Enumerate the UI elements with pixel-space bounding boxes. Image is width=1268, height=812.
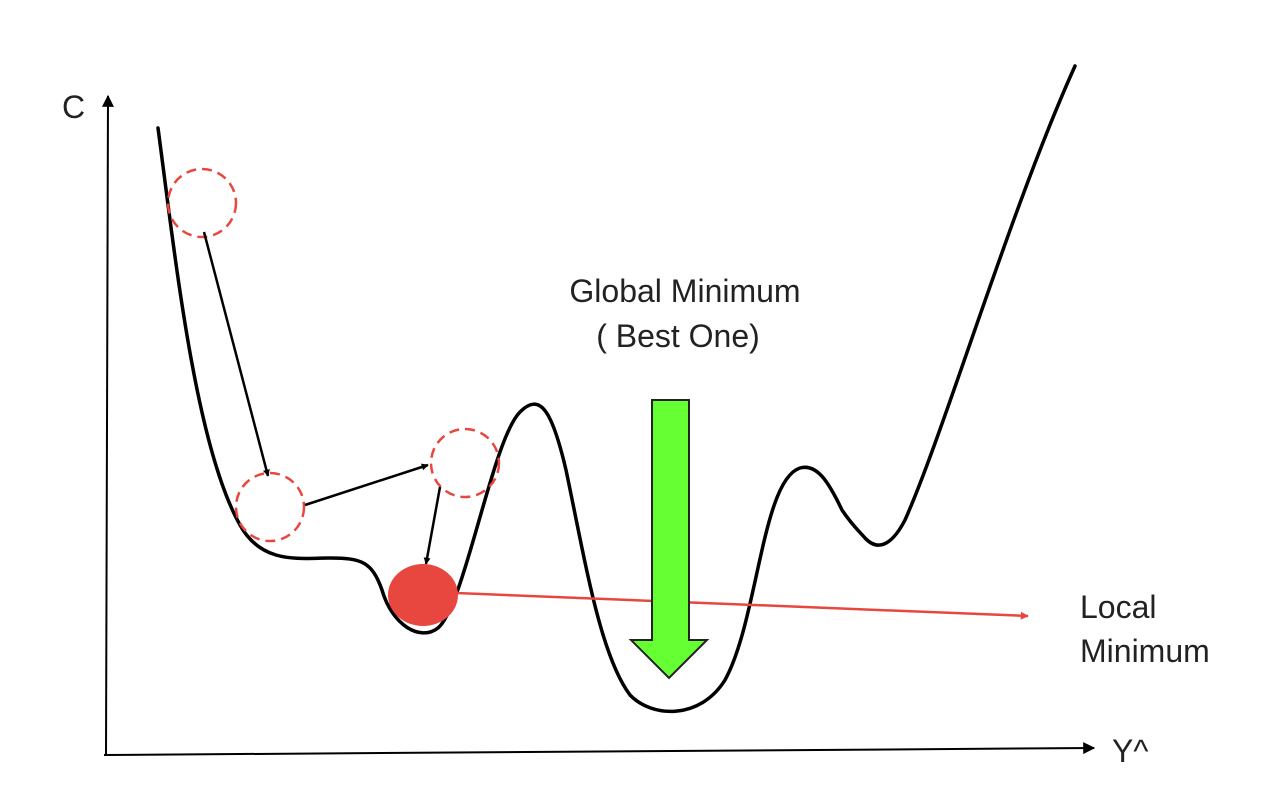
local-minimum-ball xyxy=(388,564,458,626)
global-minimum-label-line1: Global Minimum xyxy=(569,273,800,309)
step-circle-3 xyxy=(429,427,501,499)
local-minimum-label-line1: Local xyxy=(1080,589,1157,625)
step-arrow-3 xyxy=(423,486,442,565)
step-arrow-1 xyxy=(202,231,270,477)
step-circle-1 xyxy=(166,167,238,239)
y-axis-label: C xyxy=(62,89,85,125)
step-arrow-2 xyxy=(304,463,429,507)
global-minimum-arrow xyxy=(628,399,710,680)
cost-curve xyxy=(156,64,1077,714)
x-axis xyxy=(103,742,1096,756)
x-axis-label: Y^ xyxy=(1112,733,1148,769)
local-minimum-pointer-arrow xyxy=(455,591,1029,620)
step-circle-2 xyxy=(234,471,306,543)
y-axis xyxy=(101,94,114,756)
local-minimum-label-line2: Minimum xyxy=(1080,633,1210,669)
global-minimum-label-line2: ( Best One) xyxy=(596,318,760,354)
